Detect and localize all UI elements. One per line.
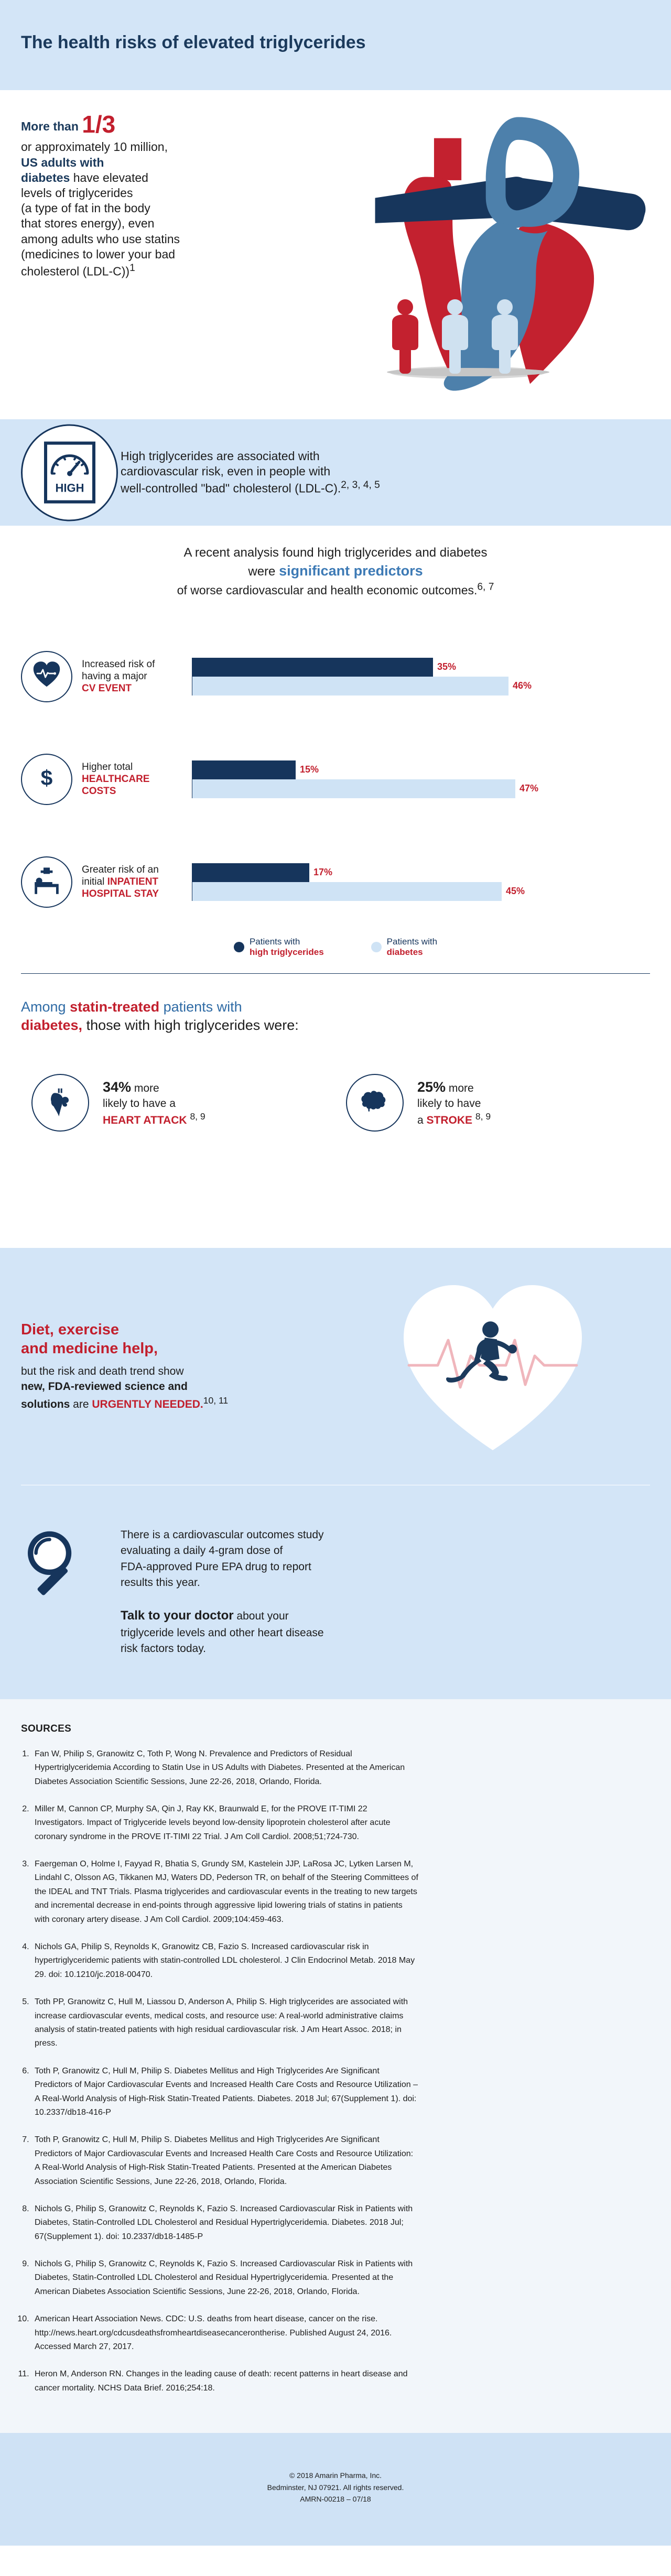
svg-text:$: $ [41, 766, 53, 790]
svg-text:HIGH: HIGH [55, 482, 84, 495]
